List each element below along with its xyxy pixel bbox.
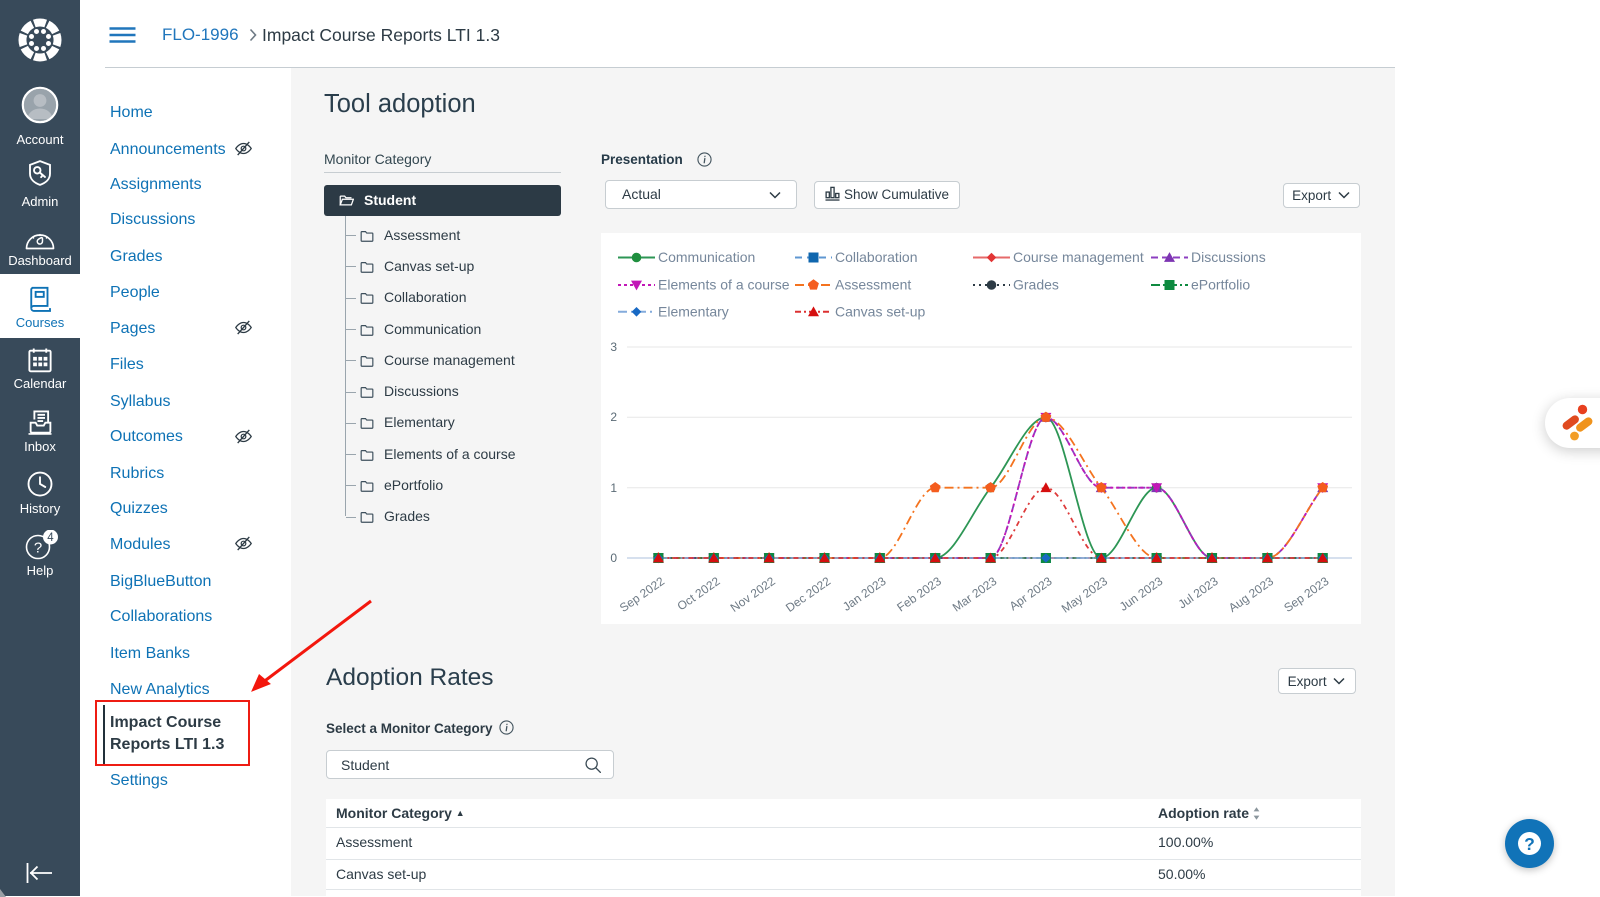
svg-text:Oct 2022: Oct 2022 bbox=[675, 574, 723, 614]
svg-text:Sep 2023: Sep 2023 bbox=[1281, 574, 1331, 615]
svg-text:Feb 2023: Feb 2023 bbox=[894, 574, 944, 615]
svg-text:Canvas set-up: Canvas set-up bbox=[835, 303, 925, 319]
svg-text:ePortfolio: ePortfolio bbox=[1191, 277, 1250, 293]
svg-text:0: 0 bbox=[610, 551, 617, 565]
svg-text:May 2023: May 2023 bbox=[1059, 574, 1110, 616]
svg-text:Communication: Communication bbox=[658, 249, 755, 265]
svg-text:Discussions: Discussions bbox=[1191, 249, 1266, 265]
svg-text:Grades: Grades bbox=[1013, 277, 1059, 293]
svg-text:?: ? bbox=[34, 540, 42, 557]
svg-text:Jul 2023: Jul 2023 bbox=[1176, 574, 1221, 612]
svg-text:Mar 2023: Mar 2023 bbox=[950, 574, 1000, 615]
svg-text:Nov 2022: Nov 2022 bbox=[728, 574, 778, 615]
svg-text:Collaboration: Collaboration bbox=[835, 249, 918, 265]
svg-text:Aug 2023: Aug 2023 bbox=[1226, 574, 1276, 615]
svg-text:Course management: Course management bbox=[1013, 249, 1144, 265]
svg-text:Assessment: Assessment bbox=[835, 277, 911, 293]
svg-text:Apr 2023: Apr 2023 bbox=[1007, 574, 1055, 614]
svg-text:Elements of a course: Elements of a course bbox=[658, 277, 790, 293]
svg-text:1: 1 bbox=[610, 481, 617, 495]
svg-text:Dec 2022: Dec 2022 bbox=[783, 574, 833, 615]
svg-text:?: ? bbox=[1524, 834, 1535, 854]
svg-text:Elementary: Elementary bbox=[658, 303, 729, 319]
svg-text:4: 4 bbox=[47, 532, 54, 544]
svg-text:Sep 2022: Sep 2022 bbox=[617, 574, 667, 615]
svg-text:2: 2 bbox=[610, 410, 617, 424]
svg-text:Jan 2023: Jan 2023 bbox=[840, 574, 889, 614]
svg-text:Jun 2023: Jun 2023 bbox=[1117, 574, 1166, 614]
svg-text:3: 3 bbox=[610, 340, 617, 354]
